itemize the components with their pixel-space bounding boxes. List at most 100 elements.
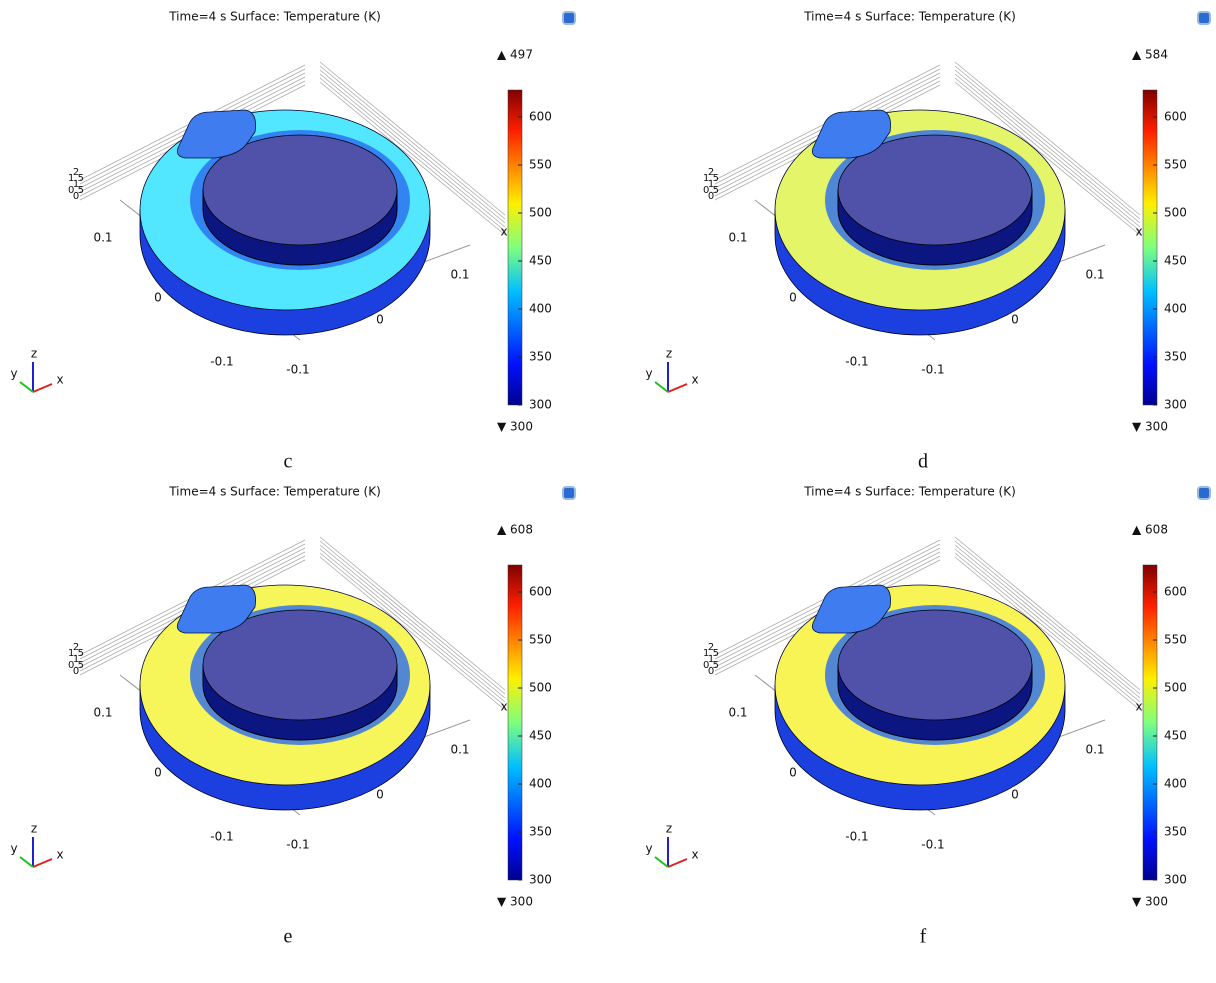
colorbar-tick-label: 550 (1164, 633, 1187, 647)
x-axis-label: x (500, 225, 507, 239)
colorbar-min: ▼ 300 (497, 420, 533, 434)
colorbar-tick-label: 300 (1164, 398, 1187, 412)
colorbar-tick-label: 300 (529, 398, 552, 412)
colorbar-tick-label: 400 (529, 777, 552, 791)
plot-title: Time=4 s Surface: Temperature (K) (168, 485, 381, 499)
triad-label: y (10, 367, 17, 381)
triad-label: y (645, 842, 652, 856)
colorbar-tick-label: 400 (1164, 302, 1187, 316)
z-tick-label: 0 (73, 191, 79, 202)
colorbar-tick-label: 450 (1164, 254, 1187, 268)
axis-tick-label: 0 (789, 766, 797, 780)
axis-tick-label: -0.1 (921, 838, 944, 852)
axis-tick-label: -0.1 (845, 830, 868, 844)
icon (1198, 487, 1210, 499)
triad-label: x (691, 373, 698, 387)
triad-label: x (691, 848, 698, 862)
triad-label: z (31, 822, 37, 836)
colorbar-max: ▲ 497 (497, 48, 533, 62)
plot-panel: Time=4 s Surface: Temperature (K) 0.1 0 -0.… (645, 485, 1210, 948)
colorbar-tick-label: 600 (529, 585, 552, 599)
axis-tick-label: 0.1 (450, 268, 469, 282)
colorbar-tick-label: 400 (529, 302, 552, 316)
colorbar-tick-label: 350 (529, 350, 552, 364)
figure: Time=4 s Surface: Temperature (K) 0.1 0 -0.… (0, 0, 1216, 983)
colorbar-tick-label: 400 (1164, 777, 1187, 791)
axis-tick-label: -0.1 (210, 830, 233, 844)
axis-tick-label: 0 (154, 291, 162, 305)
triad-y (20, 382, 33, 392)
colorbar-tick-label: 350 (1164, 350, 1187, 364)
triad-label: y (10, 842, 17, 856)
axis-tick-label: 0 (154, 766, 162, 780)
panel-caption: c (284, 451, 293, 473)
triad-label: z (666, 822, 672, 836)
axis-tick-label: 0.1 (1085, 743, 1104, 757)
axis-tick-label: -0.1 (286, 838, 309, 852)
z-tick-label: 0 (73, 666, 79, 677)
panel-caption: e (284, 926, 293, 948)
panel-caption: d (918, 451, 928, 473)
triad-x (668, 384, 687, 392)
colorbar (508, 90, 522, 405)
colorbar (1143, 90, 1157, 405)
colorbar-tick-label: 600 (1164, 585, 1187, 599)
axis-tick-label: 0 (376, 313, 384, 327)
plot-title: Time=4 s Surface: Temperature (K) (803, 485, 1016, 499)
axis-tick-label: 0 (1011, 313, 1019, 327)
x-axis-label: x (1135, 700, 1142, 714)
triad-label: z (31, 347, 37, 361)
axis-tick-label: -0.1 (286, 363, 309, 377)
colorbar-tick-label: 550 (1164, 158, 1187, 172)
colorbar-tick-label: 450 (1164, 729, 1187, 743)
plot-panel: Time=4 s Surface: Temperature (K) 0.1 0 -0.… (10, 485, 575, 948)
colorbar-tick-label: 550 (529, 158, 552, 172)
colorbar-tick-label: 450 (529, 254, 552, 268)
axis-tick-label: 0.1 (728, 706, 747, 720)
colorbar (1143, 565, 1157, 880)
axis-tick-label: 0 (789, 291, 797, 305)
x-axis-label: x (1135, 225, 1142, 239)
colorbar-tick-label: 600 (1164, 110, 1187, 124)
icon (563, 12, 575, 24)
triad-x (33, 859, 52, 867)
icon (563, 487, 575, 499)
colorbar-tick-label: 350 (529, 825, 552, 839)
colorbar-tick-label: 600 (529, 110, 552, 124)
panel-caption: f (920, 926, 927, 948)
axis-tick-label: 0.1 (93, 706, 112, 720)
triad-x (668, 859, 687, 867)
x-axis-label: x (500, 700, 507, 714)
colorbar (508, 565, 522, 880)
colorbar-min: ▼ 300 (497, 895, 533, 909)
z-tick-label: 0 (708, 191, 714, 202)
axis-tick-label: 0.1 (450, 743, 469, 757)
icon (1198, 12, 1210, 24)
axis-tick-label: 0.1 (728, 231, 747, 245)
colorbar-tick-label: 500 (529, 206, 552, 220)
colorbar-tick-label: 500 (529, 681, 552, 695)
colorbar-max: ▲ 608 (1132, 523, 1168, 537)
triad-label: z (666, 347, 672, 361)
colorbar-tick-label: 550 (529, 633, 552, 647)
triad-y (20, 857, 33, 867)
colorbar-tick-label: 300 (1164, 873, 1187, 887)
plot-panel: Time=4 s Surface: Temperature (K)0.10-0.… (645, 10, 1210, 473)
colorbar-tick-label: 500 (1164, 681, 1187, 695)
triad-x (33, 384, 52, 392)
colorbar-min: ▼ 300 (1132, 895, 1168, 909)
colorbar-tick-label: 300 (529, 873, 552, 887)
triad-label: x (56, 373, 63, 387)
axis-tick-label: -0.1 (845, 355, 868, 369)
colorbar-max: ▲ 584 (1132, 48, 1168, 62)
plot-title: Time=4 s Surface: Temperature (K) (168, 10, 381, 24)
colorbar-max: ▲ 608 (497, 523, 533, 537)
triad-y (655, 382, 668, 392)
axis-tick-label: 0.1 (93, 231, 112, 245)
axis-tick-label: 0 (1011, 788, 1019, 802)
colorbar-tick-label: 350 (1164, 825, 1187, 839)
axis-tick-label: 0 (376, 788, 384, 802)
axis-tick-label: -0.1 (210, 355, 233, 369)
z-tick-label: 0 (708, 666, 714, 677)
colorbar-tick-label: 450 (529, 729, 552, 743)
